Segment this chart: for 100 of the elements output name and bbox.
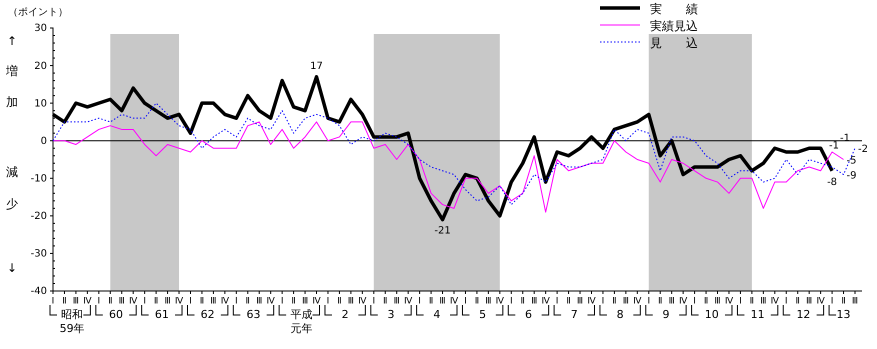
text: 9 [662,308,670,321]
x-tick-label: Ⅰ [143,296,146,306]
x-tick-label: Ⅲ [439,296,446,306]
x-tick-label: Ⅳ [129,296,138,306]
x-tick-label: Ⅰ [234,296,238,306]
x-tick-label: Ⅱ [154,296,158,306]
x-tick-label: Ⅰ [693,296,696,306]
x-tick-label: Ⅳ [816,296,826,306]
x-tick-label: Ⅰ [418,296,421,306]
data-label: 17 [310,60,323,72]
text: 60 [109,308,124,321]
x-tick-label: Ⅰ [830,296,834,306]
x-tick-label: Ⅳ [542,296,550,306]
x-tick-label: Ⅲ [622,296,629,306]
x-tick-label: Ⅲ [164,296,171,306]
y-tick-label: 0 [40,136,47,147]
x-tick-label: Ⅱ [750,296,754,306]
text: 少 [6,197,18,211]
x-tick-label: Ⅱ [62,296,67,306]
x-tick-label: Ⅳ [358,296,368,306]
text: 4 [433,308,440,321]
x-tick-label: Ⅱ [520,296,525,306]
text: ↑ [6,34,18,48]
text: 11 [750,308,765,321]
text: 8 [616,308,624,321]
text: 62 [200,308,215,321]
x-tick-label: Ⅰ [510,296,513,306]
y-tick-label: -10 [30,173,47,184]
x-tick-label: Ⅳ [633,296,642,306]
x-tick-label: Ⅰ [372,296,376,306]
x-tick-label: Ⅰ [647,296,650,306]
text: 3 [387,308,394,321]
x-tick-label: Ⅲ [72,296,80,306]
y-tick-label: 10 [34,98,47,110]
x-tick-label: Ⅳ [587,296,596,306]
x-tick-label: Ⅲ [714,296,721,306]
x-tick-label: Ⅱ [383,296,388,306]
x-tick-label: Ⅱ [246,296,250,306]
text: 昭和59年 [60,308,85,335]
x-tick-label: Ⅳ [220,296,230,306]
legend-label: 実 績 [650,2,698,16]
data-label: -2 [858,144,868,156]
text: 61 [154,308,169,321]
y-tick-label: -40 [30,286,47,298]
x-tick-label: Ⅲ [256,296,262,306]
text: 2 [342,308,349,321]
x-tick-label: Ⅲ [394,296,400,306]
x-tick-label: Ⅱ [841,296,846,306]
data-label: -21 [434,226,451,237]
x-tick-label: Ⅰ [189,296,192,306]
x-tick-label: Ⅲ [760,296,766,306]
x-tick-label: Ⅲ [302,296,308,306]
x-tick-label: Ⅳ [404,296,414,306]
x-tick-label: Ⅳ [266,296,276,306]
legend-label: 実績見込 [650,19,698,33]
x-tick-label: Ⅳ [450,296,459,306]
x-tick-label: Ⅳ [174,296,184,306]
x-tick-label: Ⅰ [784,296,788,306]
text: 12 [796,308,810,321]
text: 63 [246,308,260,321]
x-tick-label: Ⅳ [496,296,505,306]
legend-label: 見 込 [650,36,698,50]
text: 加 [6,95,18,109]
x-tick-label: Ⅲ [531,296,538,306]
x-tick-label: Ⅰ [280,296,284,306]
x-tick-label: Ⅳ [83,296,92,306]
x-tick-label: Ⅰ [602,296,604,306]
text: 10 [704,308,719,321]
text: ↓ [6,261,18,275]
x-tick-label: Ⅲ [576,296,584,306]
text: 5 [479,308,486,321]
x-tick-label: Ⅲ [348,296,354,306]
y-tick-label: -30 [30,248,47,260]
x-tick-label: Ⅱ [200,296,204,306]
x-tick-label: Ⅱ [566,296,571,306]
x-tick-label: Ⅱ [337,296,342,306]
x-tick-label: Ⅰ [556,296,558,306]
y-tick-label: 30 [34,23,47,34]
x-tick-label: Ⅱ [291,296,296,306]
x-tick-label: Ⅱ [428,296,434,306]
x-tick-label: Ⅲ [118,296,125,306]
x-tick-label: Ⅰ [739,296,742,306]
x-tick-label: Ⅰ [326,296,330,306]
y-tick-label: 20 [34,60,47,72]
x-tick-label: Ⅱ [658,296,662,306]
x-tick-label: Ⅳ [312,296,322,306]
x-tick-label: Ⅰ [52,296,54,306]
text: 7 [570,308,578,321]
x-tick-label: Ⅳ [770,296,780,306]
text: 増 [5,64,18,78]
x-tick-label: Ⅲ [210,296,217,306]
x-tick-label: Ⅳ [724,296,734,306]
x-tick-label: Ⅲ [668,296,675,306]
text: 13 [836,308,851,321]
data-label: -8 [827,176,838,188]
x-tick-label: Ⅳ [678,296,688,306]
data-label: -5 [846,156,857,166]
x-tick-label: Ⅲ [485,296,492,306]
x-tick-label: Ⅰ [464,296,467,306]
annotation: -1 [829,140,839,152]
